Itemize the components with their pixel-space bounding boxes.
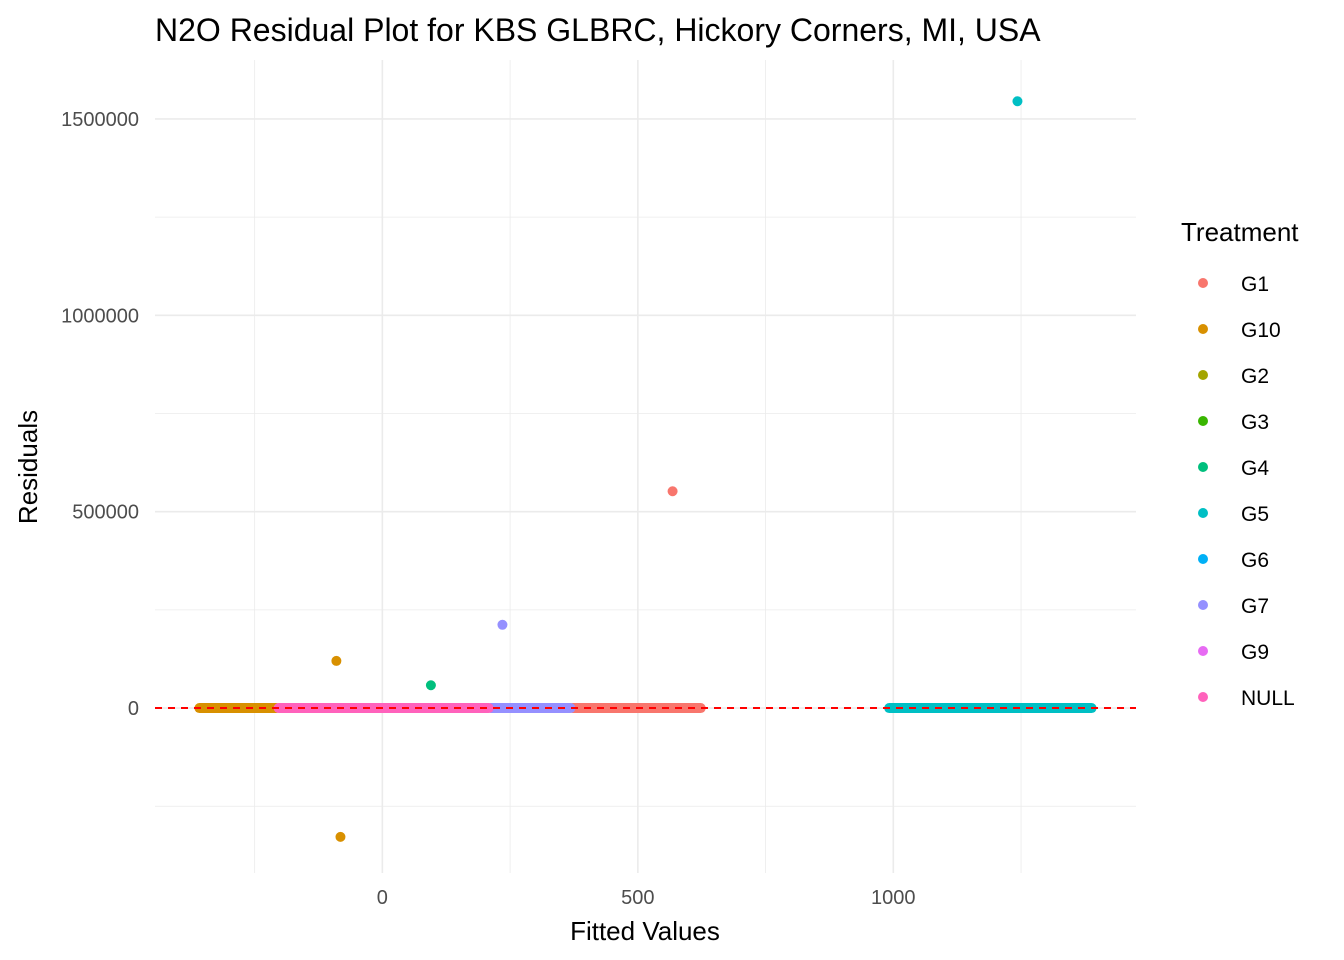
- legend-label-g7: G7: [1241, 595, 1269, 618]
- tick-labels: 0 500 1000 0 500000 1000000 1500000: [61, 109, 915, 909]
- legend-label-g5: G5: [1241, 503, 1269, 526]
- legend-key-g3: [1198, 416, 1208, 426]
- legend-label-g3: G3: [1241, 411, 1269, 434]
- y-tick-label: 1500000: [61, 109, 139, 131]
- legend-key-g9: [1198, 646, 1208, 656]
- point-band-g7: [485, 703, 576, 714]
- legend-key-null: [1198, 692, 1208, 702]
- x-axis-title: Fitted Values: [570, 916, 720, 946]
- legend-label-g9: G9: [1241, 641, 1269, 664]
- legend-key-g6: [1198, 554, 1208, 564]
- chart-title: N2O Residual Plot for KBS GLBRC, Hickory…: [155, 12, 1041, 48]
- data-point-g5: [1012, 96, 1023, 107]
- legend-title: Treatment: [1181, 217, 1299, 247]
- x-tick-label: 1000: [871, 887, 916, 909]
- legend-key-g10: [1198, 324, 1208, 334]
- legend-label-g4: G4: [1241, 457, 1269, 480]
- legend-key-g4: [1198, 462, 1208, 472]
- data-point-g1: [667, 486, 678, 497]
- data-points: [331, 96, 1023, 842]
- legend-label-null: NULL: [1241, 687, 1295, 710]
- point-band-null: [273, 703, 494, 714]
- legend-label-g10: G10: [1241, 319, 1281, 342]
- data-point-g10: [335, 831, 346, 842]
- y-axis-title: Residuals: [13, 410, 43, 524]
- legend-key-g7: [1198, 600, 1208, 610]
- legend-key-g5: [1198, 508, 1208, 518]
- legend: Treatment G1 G10 G2 G3 G4 G5 G6 G7 G9 NULL: [1181, 217, 1299, 710]
- legend-key-g2: [1198, 370, 1208, 380]
- y-tick-label: 500000: [72, 502, 139, 524]
- data-point-g4: [425, 680, 436, 691]
- data-point-g10: [331, 655, 342, 666]
- y-tick-label: 1000000: [61, 305, 139, 327]
- legend-label-g2: G2: [1241, 365, 1269, 388]
- data-point-g7: [497, 619, 508, 630]
- legend-key-g1: [1198, 278, 1208, 288]
- x-tick-label: 0: [377, 887, 388, 909]
- legend-label-g6: G6: [1241, 549, 1269, 572]
- fitted-bands: [194, 703, 1097, 714]
- y-tick-label: 0: [128, 698, 139, 720]
- x-tick-label: 500: [621, 887, 654, 909]
- legend-label-g1: G1: [1241, 273, 1269, 296]
